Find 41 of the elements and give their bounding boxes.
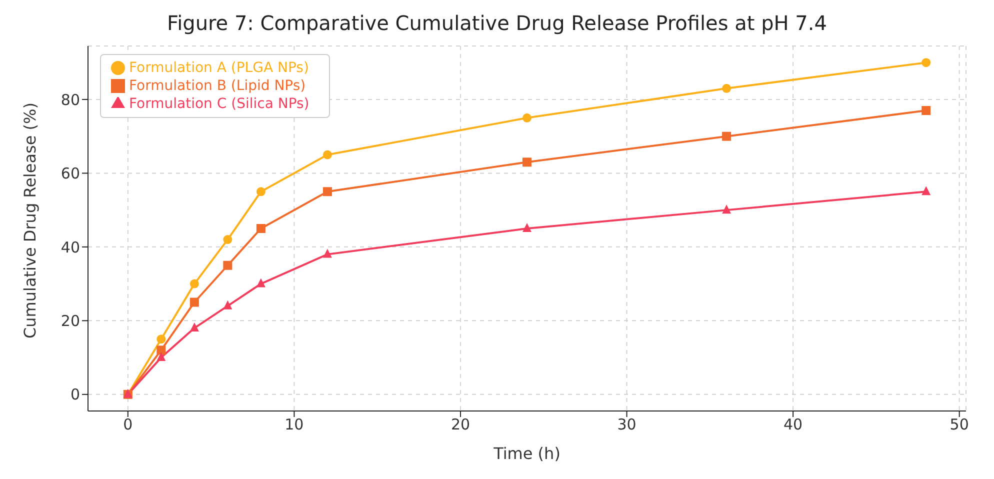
point — [922, 106, 931, 116]
point — [922, 186, 931, 196]
point — [522, 158, 532, 167]
point — [156, 334, 166, 344]
x-tick-label: 40 — [784, 416, 803, 434]
point — [722, 132, 732, 141]
legend-label: Formulation C (Silica NPs) — [129, 96, 310, 112]
x-tick-label: 50 — [950, 416, 969, 434]
point — [223, 260, 232, 270]
y-tick-label: 0 — [70, 386, 80, 404]
point — [190, 298, 199, 307]
point — [922, 58, 931, 68]
y-tick-label: 40 — [60, 238, 80, 256]
x-tick-label: 10 — [284, 416, 304, 434]
y-axis-title: Cumulative Drug Release (%) — [20, 102, 40, 338]
point — [223, 300, 232, 310]
point — [522, 113, 532, 122]
point — [722, 204, 732, 214]
point — [322, 150, 332, 160]
point — [256, 224, 266, 233]
x-tick-label: 20 — [450, 416, 470, 434]
x-tick-label: 30 — [617, 416, 636, 434]
point — [322, 248, 332, 258]
y-tick-label: 60 — [60, 164, 80, 183]
point — [190, 279, 199, 288]
y-tick-label: 80 — [60, 90, 80, 109]
legend-label: Formulation A (PLGA NPs) — [129, 60, 309, 76]
point — [322, 187, 332, 196]
point — [156, 346, 166, 355]
point — [522, 223, 532, 232]
x-tick-label: 0 — [123, 416, 133, 434]
point — [190, 322, 199, 332]
point — [156, 352, 166, 362]
chart-title: Figure 7: Comparative Cumulative Drug Release Profiles at pH 7.4 — [166, 10, 828, 37]
point — [223, 235, 232, 244]
legend-label: Formulation B (Lipid NPs) — [129, 78, 306, 94]
point — [722, 84, 732, 93]
point — [256, 187, 266, 196]
point — [256, 278, 266, 288]
x-axis-title: Time (h) — [492, 444, 560, 463]
y-tick-label: 20 — [60, 312, 80, 330]
